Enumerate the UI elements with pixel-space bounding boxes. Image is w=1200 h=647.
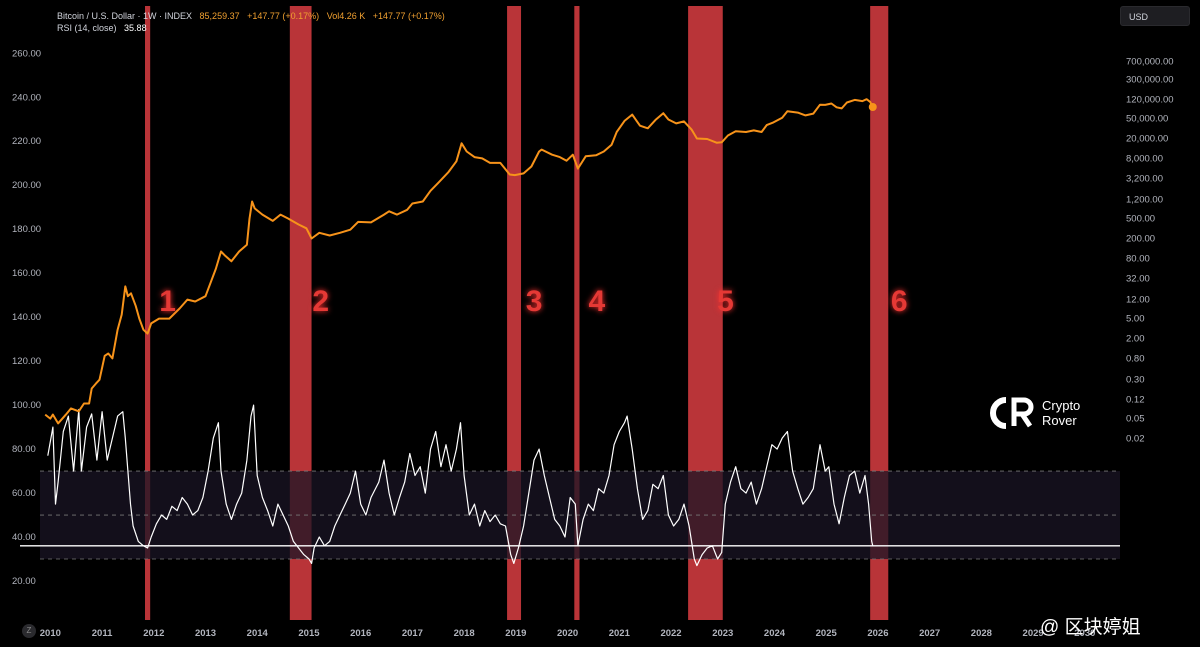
price-last-point (868, 103, 877, 111)
right-tick-label: 300,000.00 (1126, 75, 1174, 86)
left-tick-label: 120.00 (12, 356, 41, 367)
price-line (44, 98, 874, 425)
currency-selector[interactable]: USD (1120, 6, 1190, 26)
left-tick-label: 160.00 (12, 268, 41, 279)
band-label-1: 1 (159, 285, 176, 318)
x-tick-label: 2018 (454, 628, 475, 639)
x-tick-label: 2015 (298, 628, 320, 639)
x-tick-label: 2029 (1023, 628, 1044, 639)
brand-logo: Crypto Rover (990, 396, 1100, 432)
left-tick-label: 140.00 (12, 312, 41, 323)
x-tick-label: 2021 (609, 628, 631, 639)
right-tick-label: 0.05 (1126, 414, 1145, 425)
left-tick-label: 240.00 (12, 92, 41, 103)
rsi-zone (20, 470, 1120, 560)
rsi-label[interactable]: RSI (14, close) (57, 23, 117, 33)
price-change: +147.77 (+0.17%) (247, 11, 320, 21)
last-price: 85,259.37 (199, 11, 240, 21)
x-tick-label: 2016 (350, 628, 371, 639)
highlight-band-2 (289, 6, 312, 620)
left-tick-label: 20.00 (12, 576, 36, 587)
brand-line-2: Rover (1042, 413, 1077, 428)
left-tick-label: 40.00 (12, 532, 36, 543)
right-tick-label: 2.00 (1126, 333, 1145, 344)
band-label-6: 6 (891, 285, 908, 318)
x-tick-label: 2010 (40, 628, 61, 639)
band-label-5: 5 (717, 285, 734, 318)
right-tick-label: 0.30 (1126, 375, 1145, 386)
right-tick-label: 8,000.00 (1126, 153, 1163, 164)
band-labels: 1 2 3 4 5 6 (159, 285, 907, 318)
brand-line-1: Crypto (1042, 398, 1081, 413)
right-tick-label: 50,000.00 (1126, 114, 1168, 125)
x-tick-label: 2027 (919, 628, 940, 639)
highlight-band-4 (574, 6, 580, 620)
left-tick-label: 180.00 (12, 224, 41, 235)
symbol-title[interactable]: Bitcoin / U.S. Dollar · 1W · INDEX (57, 11, 193, 21)
left-tick-label: 80.00 (12, 444, 36, 455)
chart-legend-rsi: RSI (14, close) 35.88 (57, 23, 152, 33)
x-tick-label: 2013 (195, 628, 216, 639)
band-label-2: 2 (312, 285, 329, 318)
right-tick-label: 5.00 (1126, 314, 1145, 325)
band-label-3: 3 (526, 285, 543, 318)
band-label-4: 4 (589, 285, 606, 318)
watermark: @ 区块婷姐 (1040, 617, 1141, 638)
highlight-band-6 (870, 6, 889, 620)
left-tick-label: 60.00 (12, 488, 36, 499)
right-tick-label: 1,200.00 (1126, 195, 1163, 206)
crypto-rover-icon (990, 397, 1034, 429)
x-tick-label: 2014 (247, 628, 269, 639)
right-tick-label: 500.00 (1126, 214, 1155, 225)
brand-name: Crypto Rover (1042, 398, 1080, 428)
right-tick-label: 3,200.00 (1126, 173, 1163, 184)
chart-legend-price: Bitcoin / U.S. Dollar · 1W · INDEX 85,25… (57, 11, 450, 21)
left-tick-label: 100.00 (12, 400, 41, 411)
highlight-band-3 (507, 6, 522, 620)
x-tick-label: 2024 (764, 628, 786, 639)
right-tick-label: 12.00 (1126, 295, 1150, 306)
left-axis: 20.00 40.00 60.00 80.00 100.00 120.00 140.00 16… (12, 48, 41, 587)
series-group (44, 98, 877, 567)
x-tick-label: 2017 (402, 628, 423, 639)
x-tick-label: 2011 (92, 628, 113, 639)
left-tick-label: 200.00 (12, 180, 41, 191)
right-tick-label: 80.00 (1126, 253, 1150, 264)
x-tick-label: 2012 (143, 628, 164, 639)
volume-label: Vol (326, 11, 340, 21)
right-tick-label: 120,000.00 (1126, 95, 1174, 106)
x-tick-label: 2026 (867, 628, 888, 639)
highlight-bands (145, 6, 889, 620)
rsi-line (47, 404, 874, 567)
x-tick-label: 2025 (816, 628, 838, 639)
x-tick-label: 2019 (505, 628, 526, 639)
right-tick-label: 0.12 (1126, 395, 1145, 406)
timezone-icon[interactable]: Z (22, 624, 36, 638)
right-tick-label: 700,000.00 (1126, 56, 1174, 67)
right-tick-label: 200.00 (1126, 233, 1155, 244)
x-tick-label: 2020 (557, 628, 578, 639)
right-tick-label: 0.02 (1126, 433, 1145, 444)
volume-value: 4.26 K (339, 11, 366, 21)
x-tick-label: 2028 (971, 628, 992, 639)
highlight-band-1 (145, 6, 151, 620)
right-tick-label: 20,000.00 (1126, 133, 1168, 144)
volume-change: +147.77 (+0.17%) (372, 11, 445, 21)
x-tick-label: 2022 (660, 628, 681, 639)
left-tick-label: 260.00 (12, 48, 41, 59)
x-tick-label: 2023 (712, 628, 733, 639)
rsi-value: 35.88 (124, 23, 147, 33)
x-tick-label: 2030 (1074, 628, 1095, 639)
right-axis: 700,000.00 300,000.00 120,000.00 50,000.00 2… (1126, 56, 1174, 444)
right-tick-label: 0.80 (1126, 353, 1145, 364)
left-tick-label: 220.00 (12, 136, 41, 147)
right-tick-label: 32.00 (1126, 273, 1150, 284)
x-axis: 2010 2011 2012 2013 2014 2015 2016 2017 2018 2019… (40, 628, 1096, 639)
